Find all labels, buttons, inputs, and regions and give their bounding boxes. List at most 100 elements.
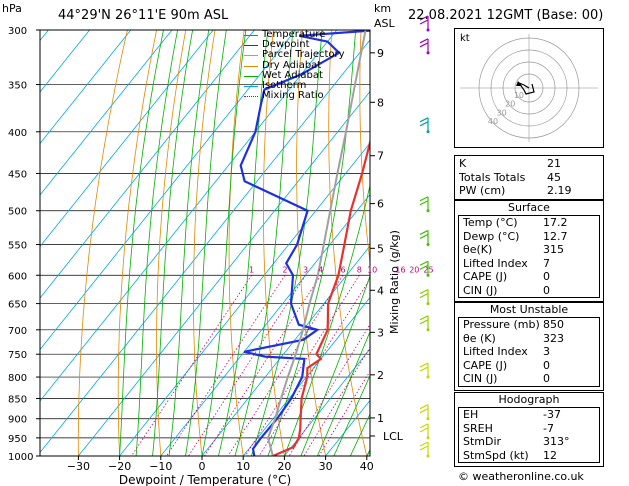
isotherm-line <box>201 245 370 456</box>
isotherm-line <box>160 193 370 456</box>
plot-frame <box>39 29 371 457</box>
index-label: CAPE (J) <box>463 270 508 283</box>
legend-item: Dewpoint <box>242 40 345 50</box>
height-tick-label: 6 <box>377 198 384 211</box>
legend-swatch <box>244 96 258 98</box>
wind-barb-flag <box>419 366 429 372</box>
index-label: CIN (J) <box>463 283 498 297</box>
pressure-tick-label: 500 <box>8 207 27 218</box>
mixing-ratio-label: 10 <box>367 265 377 274</box>
legend-label: Dry Adiabat <box>262 59 322 71</box>
isotherm-line <box>78 90 370 456</box>
legend-swatch <box>244 86 258 88</box>
index-row: CIN (J) 0 <box>459 372 599 386</box>
dry-adiabat-line <box>77 30 128 456</box>
asl-label: ASL <box>374 17 395 30</box>
wind-barb-flag <box>419 117 429 123</box>
index-value: -7 <box>543 421 554 435</box>
wind-barb-base <box>426 209 430 213</box>
pressure-tick-label: 400 <box>8 128 27 139</box>
wind-barb-flag <box>419 404 429 410</box>
index-label: CIN (J) <box>463 372 498 385</box>
index-label: Totals Totals <box>459 170 526 184</box>
surface-panel: Surface Temp (°C) 17.2 Dewp (°C) 12.7 θe(K) 31… <box>454 200 604 302</box>
index-value: 17.2 <box>543 216 568 229</box>
wet-adiabat-line <box>333 374 370 456</box>
wet-adiabat-line <box>152 30 193 456</box>
legend-label: Mixing Ratio <box>262 90 324 102</box>
pressure-tick-label: 600 <box>8 271 27 282</box>
index-value: 3 <box>543 345 550 358</box>
wind-barb-flag <box>419 315 429 321</box>
hodograph-ring-label: 20 <box>505 100 515 109</box>
wind-barb-flag <box>419 42 429 48</box>
isotherm-line <box>40 30 296 351</box>
wind-barb-base <box>426 328 430 332</box>
pressure-tick-label: 1000 <box>8 452 33 463</box>
wind-barb-flag <box>419 264 429 270</box>
index-value: 0 <box>543 358 550 372</box>
height-tick-label: 7 <box>377 150 384 163</box>
index-row: θe (K) 323 <box>459 332 599 346</box>
wind-barb-flag <box>419 229 429 236</box>
wind-barb-flag <box>419 260 429 266</box>
isotherm-line <box>40 30 255 299</box>
mixing-ratio-line <box>303 346 370 456</box>
legend-swatch <box>244 45 258 47</box>
isotherm-line <box>242 296 370 456</box>
mixing-ratio-line <box>188 275 306 456</box>
pressure-unit-label: hPa <box>2 2 22 15</box>
mixing-ratio-line <box>244 275 360 456</box>
index-label: CAPE (J) <box>463 358 508 372</box>
isotherm-line <box>40 39 370 454</box>
mixing-ratio-label: 8 <box>357 265 362 274</box>
temperature-tick-label: 0 <box>199 460 206 473</box>
index-row: θe(K) 315 <box>459 243 599 257</box>
index-value: 12.7 <box>543 229 568 243</box>
index-row: CAPE (J) 0 <box>459 270 599 284</box>
mixing-ratio-line <box>166 275 286 456</box>
storm-motion-arrow-icon <box>516 81 522 86</box>
index-row: Dewp (°C) 12.7 <box>459 230 599 244</box>
index-label: Lifted Index <box>463 345 528 358</box>
index-label: StmDir <box>463 435 502 448</box>
hodograph-unit-label: kt <box>460 33 470 44</box>
hodograph-ring-label: 30 <box>497 108 507 117</box>
index-row: EH -37 <box>459 408 599 422</box>
pressure-tick-label: 800 <box>8 373 27 384</box>
height-tick-label: 5 <box>377 242 384 255</box>
hodograph-trace <box>517 81 535 95</box>
wind-barb-flag <box>419 15 429 21</box>
index-value: 2.19 <box>547 184 572 197</box>
wind-barb-flag <box>419 408 429 414</box>
section-box: Pressure (mb) 850 θe (K) 323 Lifted Index 3 CA… <box>458 317 600 387</box>
pressure-tick-label: 550 <box>8 240 27 251</box>
index-label: StmSpd (kt) <box>463 448 529 462</box>
index-value: 323 <box>543 331 564 345</box>
index-value: 7 <box>543 256 550 270</box>
wind-barb-flag <box>419 196 429 202</box>
wind-barb-base <box>426 302 430 306</box>
series-temperature <box>272 138 370 456</box>
index-label: SREH <box>463 421 493 435</box>
wind-barb-flag <box>419 289 429 295</box>
mixing-ratio-label: 6 <box>340 265 345 274</box>
section-box: EH -37 SREH -7 StmDir 313° StmSpd (kt) 12 <box>458 407 600 463</box>
legend-swatch <box>244 35 258 36</box>
index-row: CIN (J) 0 <box>459 284 599 298</box>
legend-item: Wet Adiabat <box>242 70 345 81</box>
index-value: 315 <box>543 243 564 256</box>
isotherm-line <box>40 30 214 248</box>
mixing-ratio-line <box>288 323 370 456</box>
isotherm-line <box>284 348 370 456</box>
index-value: 313° <box>543 435 570 448</box>
index-label: θe (K) <box>463 331 496 345</box>
location-title: 44°29'N 26°11'E 90m ASL <box>58 8 229 23</box>
legend-label: Dewpoint <box>262 39 310 51</box>
height-tick-label: 1 <box>377 412 384 425</box>
index-value: 21 <box>547 157 561 170</box>
index-row: StmDir 313° <box>459 435 599 449</box>
wet-adiabat-line <box>218 30 269 456</box>
hodograph-ring-label: 40 <box>488 117 498 126</box>
